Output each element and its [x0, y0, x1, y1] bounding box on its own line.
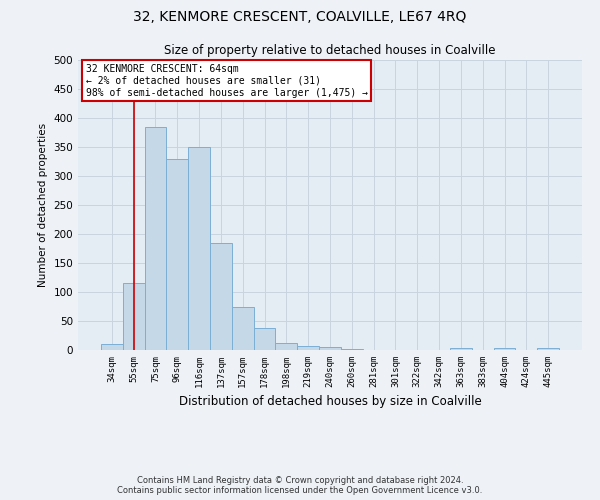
Text: 32 KENMORE CRESCENT: 64sqm
← 2% of detached houses are smaller (31)
98% of semi-: 32 KENMORE CRESCENT: 64sqm ← 2% of detac… [86, 64, 368, 98]
Bar [254, 328, 275, 350]
Bar [319, 346, 341, 350]
Bar [450, 348, 472, 350]
Bar [166, 158, 188, 350]
Bar [101, 344, 123, 350]
Bar [537, 348, 559, 350]
Title: Size of property relative to detached houses in Coalville: Size of property relative to detached ho… [164, 44, 496, 58]
Bar [275, 343, 297, 350]
Bar [145, 126, 166, 350]
Bar [232, 306, 254, 350]
Bar [210, 242, 232, 350]
Bar [297, 346, 319, 350]
Bar [188, 147, 210, 350]
Y-axis label: Number of detached properties: Number of detached properties [38, 123, 48, 287]
Text: Contains HM Land Registry data © Crown copyright and database right 2024.
Contai: Contains HM Land Registry data © Crown c… [118, 476, 482, 495]
Text: 32, KENMORE CRESCENT, COALVILLE, LE67 4RQ: 32, KENMORE CRESCENT, COALVILLE, LE67 4R… [133, 10, 467, 24]
X-axis label: Distribution of detached houses by size in Coalville: Distribution of detached houses by size … [179, 396, 481, 408]
Bar [123, 284, 145, 350]
Bar [494, 348, 515, 350]
